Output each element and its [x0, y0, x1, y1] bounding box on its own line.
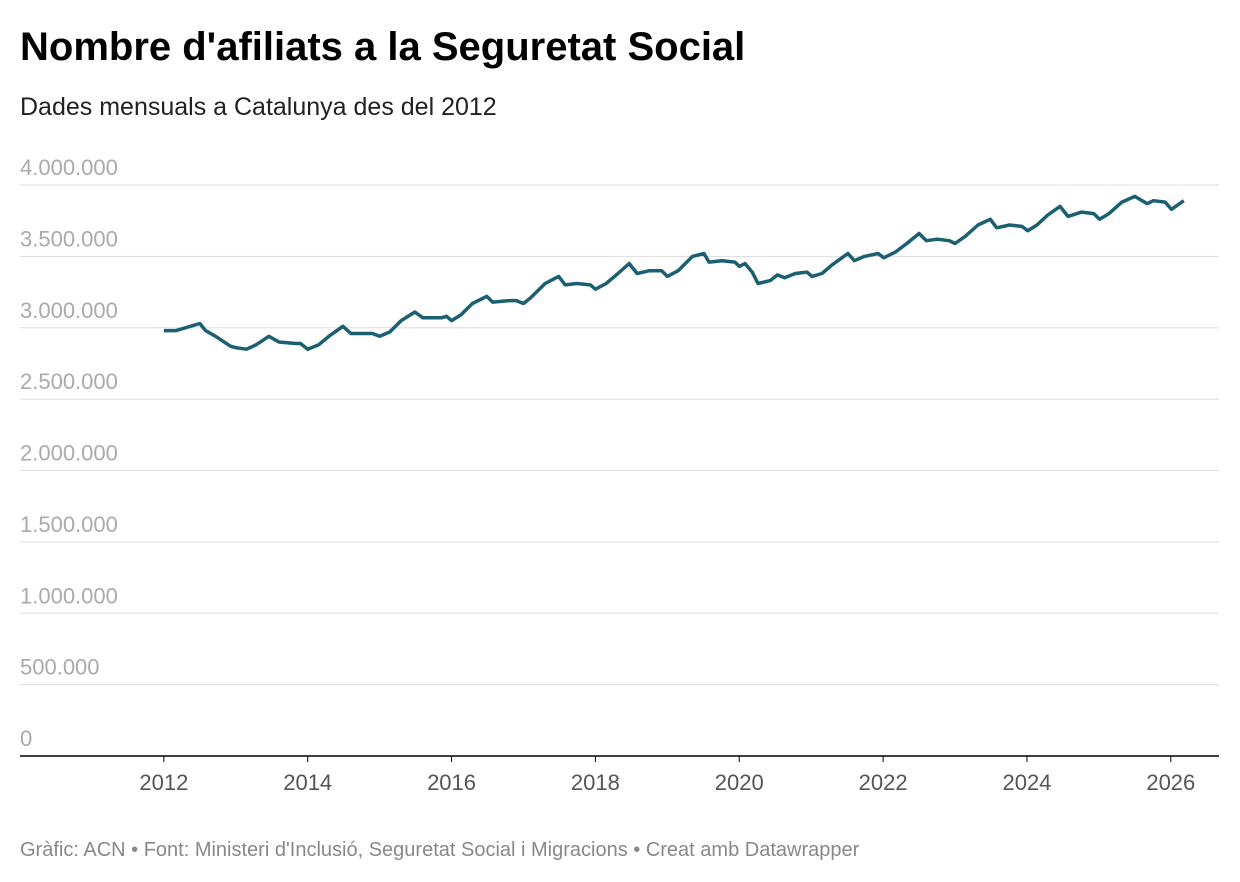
x-tick-label: 2022: [859, 770, 908, 795]
x-tick-label: 2024: [1002, 770, 1051, 795]
line-series: [163, 194, 1185, 351]
x-tick-label: 2014: [283, 770, 332, 795]
y-tick-label: 3.000.000: [20, 298, 118, 323]
x-tick-label: 2016: [427, 770, 476, 795]
x-tick-label: 2012: [139, 770, 188, 795]
chart-title: Nombre d'afiliats a la Seguretat Social: [20, 25, 745, 69]
y-tick-label: 1.500.000: [20, 512, 118, 537]
y-tick-label: 1.000.000: [20, 583, 118, 608]
x-tick-label: 2026: [1146, 770, 1195, 795]
x-tick-label: 2018: [571, 770, 620, 795]
y-tick-label: 0: [20, 726, 32, 751]
y-tick-label: 2.500.000: [20, 369, 118, 394]
y-tick-label: 4.000.000: [20, 155, 118, 180]
chart-subtitle: Dades mensuals a Catalunya des del 2012: [20, 93, 497, 121]
x-tick-label: 2020: [715, 770, 764, 795]
y-tick-label: 3.500.000: [20, 226, 118, 251]
footer: Gràfic: ACN • Font: Ministeri d'Inclusió…: [20, 839, 860, 861]
y-tick-label: 2.000.000: [20, 441, 118, 466]
y-tick-label: 500.000: [20, 655, 100, 680]
